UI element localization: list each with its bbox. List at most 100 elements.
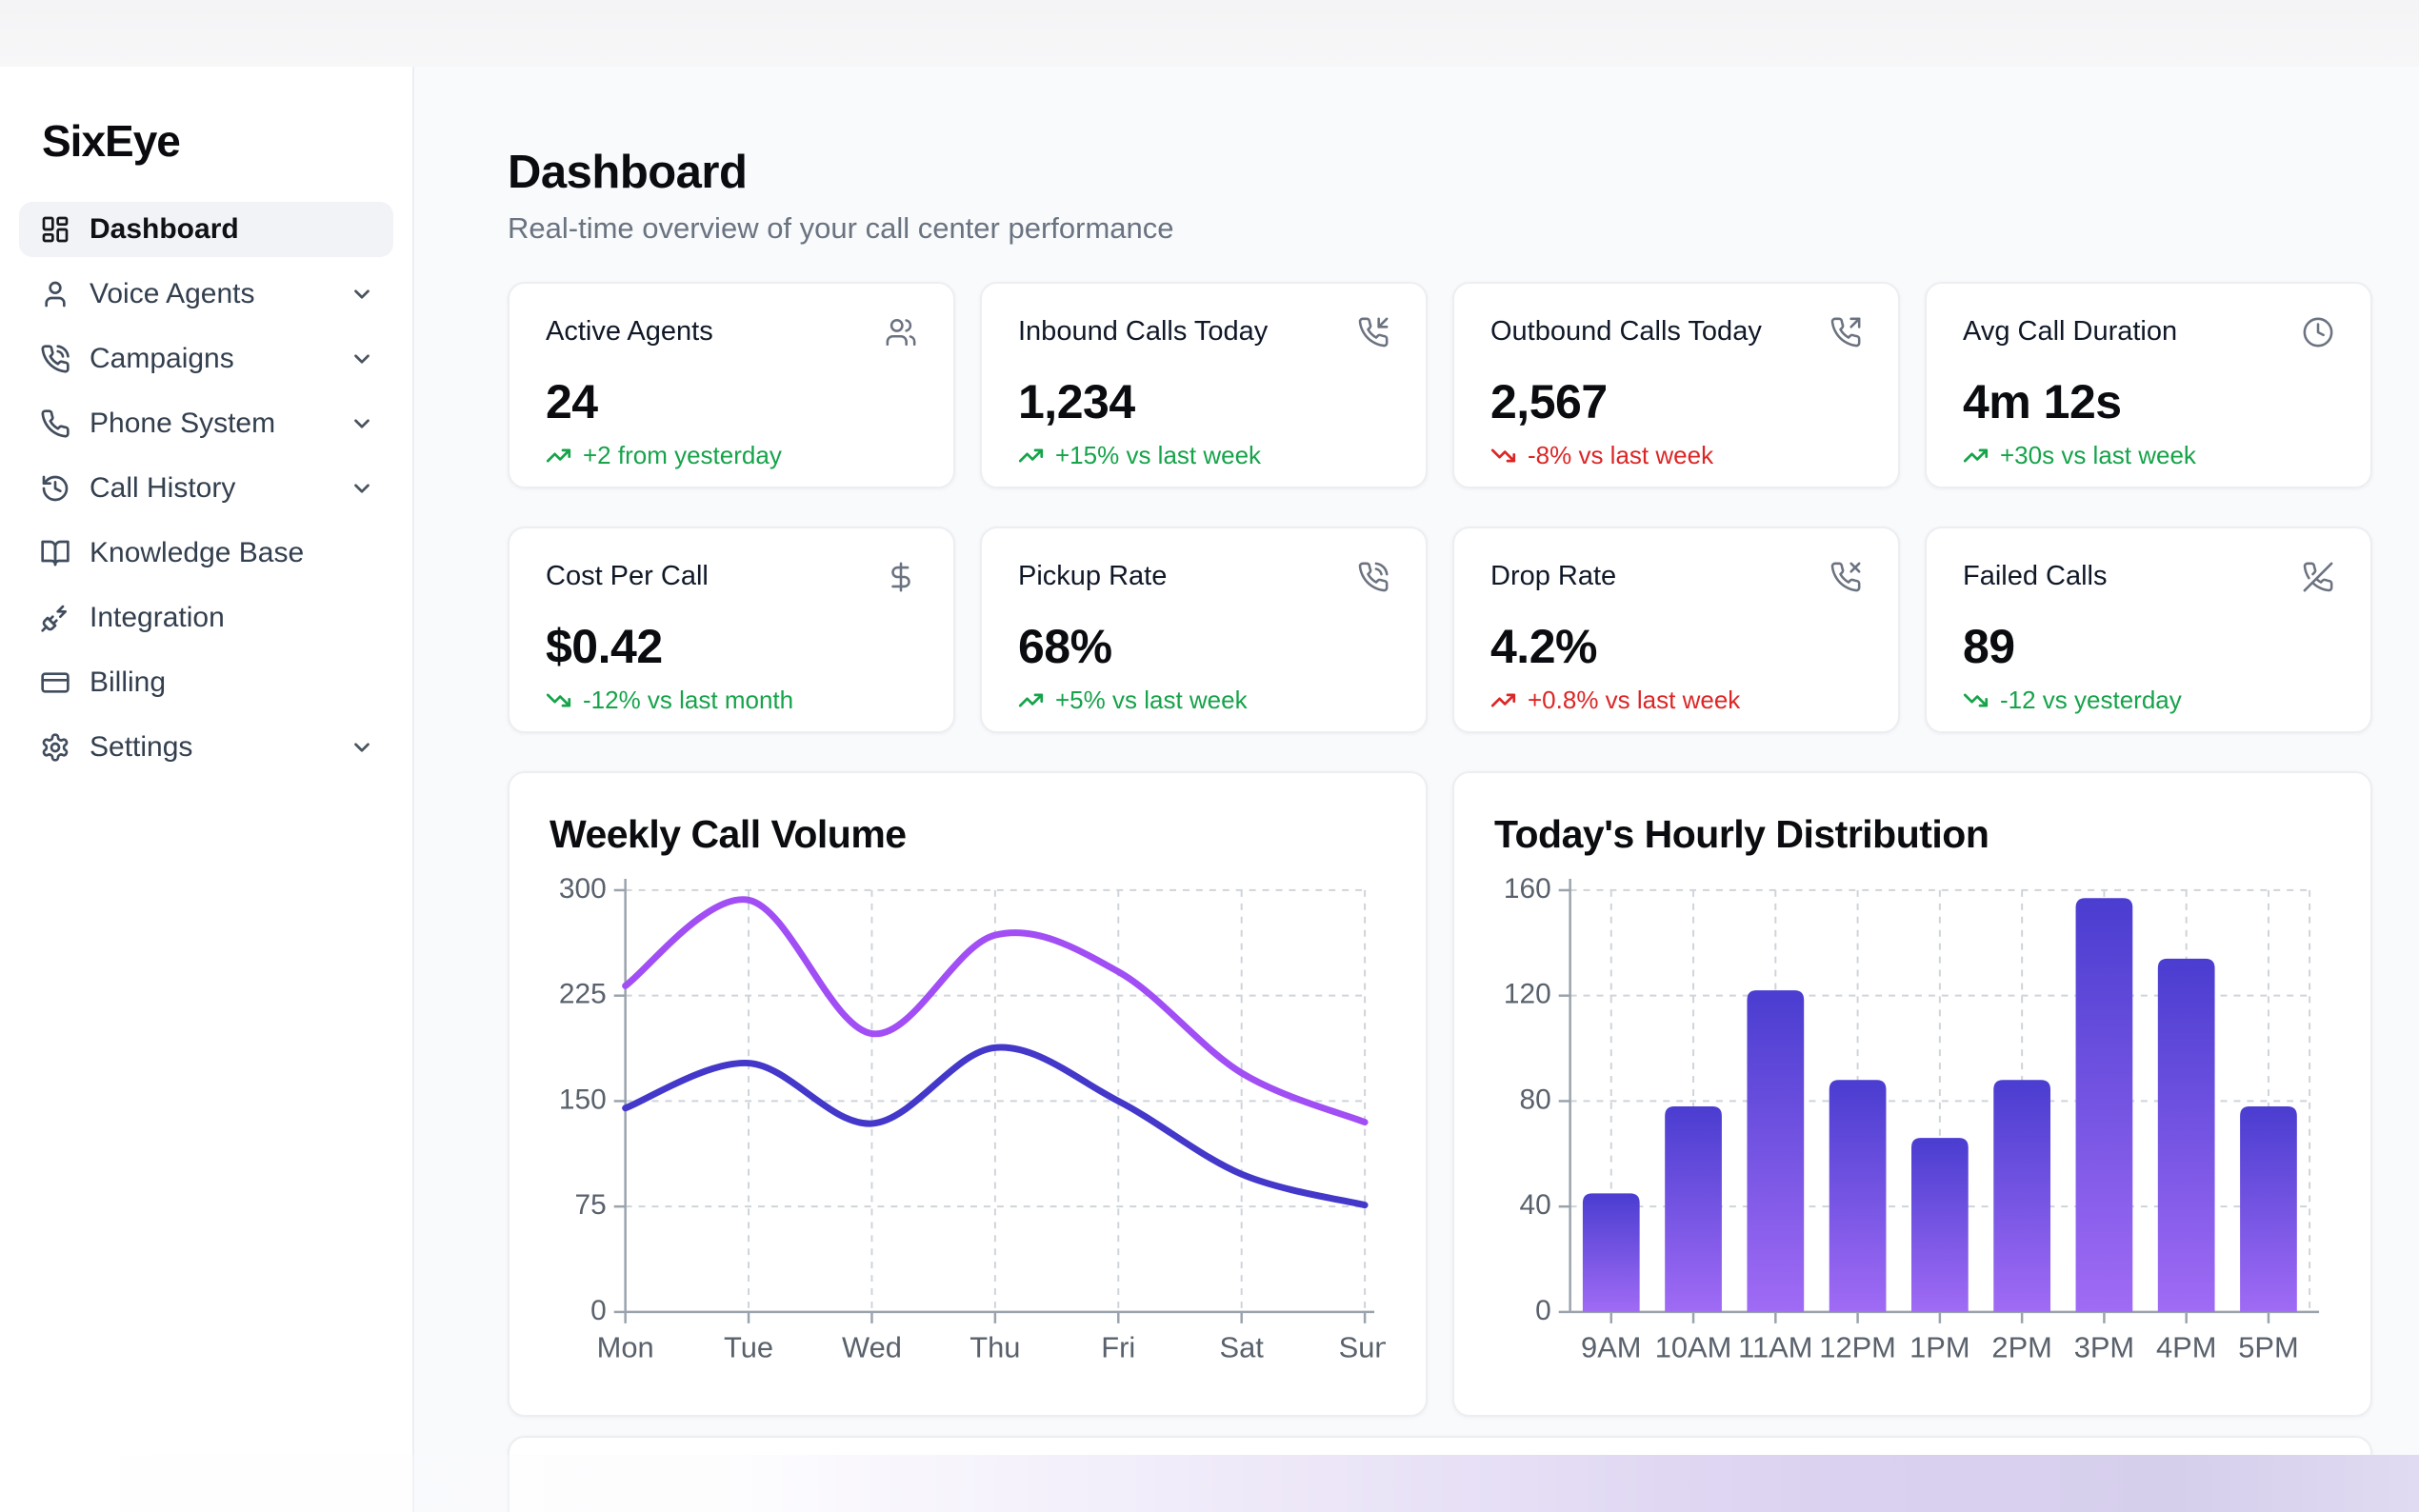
stat-card-header: Avg Call Duration [1963, 316, 2334, 353]
svg-text:Fri: Fri [1101, 1331, 1135, 1364]
stats-grid: Active Agents 24 +2 from yesterday Inbound … [508, 282, 2372, 733]
stat-icon-wrap [885, 316, 917, 353]
brand-logo: SixEye [42, 116, 181, 166]
stat-icon-wrap [1829, 561, 1862, 598]
hourly-chart-title: Today's Hourly Distribution [1494, 812, 1989, 856]
stat-card-header: Failed Calls [1963, 561, 2334, 598]
stat-trend: +0.8% vs last week [1490, 686, 1862, 715]
sidebar-item-label: Phone System [90, 408, 276, 439]
stat-trend-text: -12% vs last month [583, 686, 794, 714]
stat-label: Cost Per Call [546, 561, 709, 591]
stat-card-drop-rate: Drop Rate 4.2% +0.8% vs last week [1452, 527, 1900, 733]
weekly-chart-title: Weekly Call Volume [550, 812, 907, 856]
stat-card-avg-call-duration: Avg Call Duration 4m 12s +30s vs last week [1925, 282, 2372, 488]
svg-text:11AM: 11AM [1738, 1331, 1812, 1364]
stat-trend: +5% vs last week [1018, 686, 1389, 715]
stat-card-cost-per-call: Cost Per Call $0.42 -12% vs last month [508, 527, 955, 733]
sidebar-item-settings[interactable]: Settings [19, 720, 393, 775]
sidebar-item-campaigns[interactable]: Campaigns [19, 331, 393, 387]
clock-icon [2303, 317, 2333, 348]
chevron-down-icon [354, 484, 370, 493]
main-content: Dashboard Real-time overview of your cal… [414, 67, 2419, 1512]
bar-2pm [1993, 1080, 2051, 1312]
stat-card-header: Outbound Calls Today [1490, 316, 1862, 353]
svg-text:160: 160 [1504, 876, 1551, 905]
sidebar-item-billing[interactable]: Billing [19, 655, 393, 710]
history-icon [42, 475, 69, 502]
sidebar-item-call-history[interactable]: Call History [19, 461, 393, 516]
bar-11am [1747, 990, 1805, 1312]
app-layout: SixEye Dashboard Voice Agents Campaigns Pho… [0, 67, 2419, 1512]
phone-icon [41, 409, 70, 438]
sidebar-item-dashboard[interactable]: Dashboard [19, 202, 393, 257]
svg-text:0: 0 [1535, 1295, 1551, 1326]
stat-card-active-agents: Active Agents 24 +2 from yesterday [508, 282, 955, 488]
trending-down-icon [1490, 448, 1516, 463]
phone-off-icon [2303, 562, 2333, 592]
stat-card-outbound-calls-today: Outbound Calls Today 2,567 -8% vs last wee… [1452, 282, 1900, 488]
sidebar-item-label: Knowledge Base [90, 537, 305, 568]
sidebar-item-integration[interactable]: Integration [19, 590, 393, 646]
stat-value: 89 [1963, 620, 2015, 673]
next-section-card [508, 1436, 2372, 1512]
dollar-sign-icon [891, 562, 910, 592]
sidebar-item-knowledge-base[interactable]: Knowledge Base [19, 526, 393, 581]
svg-text:Thu: Thu [970, 1331, 1020, 1364]
stat-trend-text: -12 vs yesterday [2000, 686, 2182, 714]
trending-up-icon [1018, 448, 1044, 463]
svg-text:75: 75 [575, 1189, 607, 1221]
trending-up-icon [1963, 448, 1989, 463]
phone-outgoing-icon [1830, 317, 1861, 348]
stat-trend-text: -8% vs last week [1528, 441, 1714, 469]
stat-label: Pickup Rate [1018, 561, 1168, 591]
svg-text:12PM: 12PM [1819, 1331, 1896, 1364]
svg-text:Tue: Tue [724, 1331, 773, 1364]
svg-text:225: 225 [559, 979, 607, 1010]
stat-value: 68% [1018, 620, 1112, 673]
stat-trend: +15% vs last week [1018, 441, 1389, 470]
sidebar-item-label: Dashboard [90, 213, 239, 245]
svg-text:0: 0 [590, 1295, 607, 1326]
top-band [0, 0, 2419, 67]
stat-card-inbound-calls-today: Inbound Calls Today 1,234 +15% vs last wee… [980, 282, 1428, 488]
page-title: Dashboard [508, 147, 748, 198]
users-icon [886, 318, 916, 347]
line-series-outbound-volume [622, 1044, 1369, 1209]
user-icon [45, 281, 66, 308]
stat-label: Drop Rate [1490, 561, 1617, 591]
sidebar-item-label: Settings [90, 731, 193, 763]
stat-label: Failed Calls [1963, 561, 2108, 591]
stat-icon-wrap [1829, 316, 1862, 353]
stat-value: 4m 12s [1963, 375, 2122, 428]
svg-text:3PM: 3PM [2074, 1331, 2134, 1364]
sidebar-item-label: Voice Agents [90, 278, 255, 309]
svg-text:1PM: 1PM [1909, 1331, 1969, 1364]
svg-text:Sun: Sun [1339, 1331, 1386, 1364]
sidebar-item-voice-agents[interactable]: Voice Agents [19, 267, 393, 322]
stat-icon-wrap [1357, 316, 1389, 353]
page-subtitle: Real-time overview of your call center p… [508, 211, 1174, 245]
trending-up-icon [1490, 693, 1516, 707]
stat-trend-text: +5% vs last week [1055, 686, 1248, 714]
stat-trend-text: +2 from yesterday [583, 441, 782, 469]
chevron-down-icon [354, 354, 370, 364]
sidebar-item-phone-system[interactable]: Phone System [19, 396, 393, 451]
svg-text:300: 300 [559, 876, 607, 905]
stat-label: Avg Call Duration [1963, 316, 2178, 347]
stat-card-pickup-rate: Pickup Rate 68% +5% vs last week [980, 527, 1428, 733]
bar-4pm [2157, 958, 2215, 1312]
svg-text:120: 120 [1504, 979, 1551, 1010]
stat-trend: -12 vs yesterday [1963, 686, 2334, 715]
stat-trend: -12% vs last month [546, 686, 917, 715]
stat-value: 24 [546, 375, 598, 428]
weekly-call-volume-card: Weekly Call Volume 0 75 150 225 300 Mon Tue Wed… [508, 771, 1428, 1417]
weekly-call-volume-chart: 0 75 150 225 300 Mon Tue Wed Thu Fri Sat Sun [559, 876, 1386, 1364]
stat-value: 4.2% [1490, 620, 1597, 673]
stat-label: Outbound Calls Today [1490, 316, 1762, 347]
bar-9am [1582, 1193, 1640, 1312]
bar-3pm [2075, 898, 2133, 1312]
stat-card-header: Cost Per Call [546, 561, 917, 598]
stat-card-header: Active Agents [546, 316, 917, 353]
line-series-inbound-volume [622, 896, 1369, 1126]
